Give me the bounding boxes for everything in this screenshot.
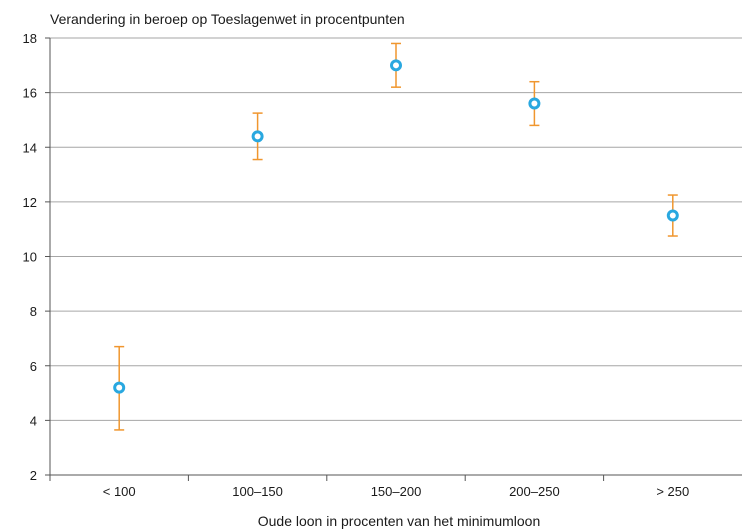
x-tick-label: < 100 (103, 484, 136, 499)
data-point (666, 209, 679, 222)
y-tick-label: 12 (23, 195, 37, 210)
x-tick-label: 100–150 (232, 484, 283, 499)
y-tick-label: 4 (30, 413, 37, 428)
x-tick-label: 200–250 (509, 484, 560, 499)
y-tick-label: 2 (30, 468, 37, 483)
y-tick-label: 14 (23, 140, 37, 155)
data-point (528, 97, 541, 110)
x-tick-label: 150–200 (371, 484, 422, 499)
x-axis-title: Oude loon in procenten van het minimumlo… (258, 513, 541, 529)
y-tick-label: 6 (30, 359, 37, 374)
axes (45, 37, 742, 481)
x-tick-labels: < 100 100–150 150–200 200–250 > 250 (103, 484, 690, 499)
y-axis-title: Verandering in beroep op Toeslagenwet in… (50, 11, 405, 27)
data-point (113, 381, 126, 394)
data-point (390, 59, 402, 72)
data-point (251, 130, 264, 143)
y-tick-label: 18 (23, 31, 37, 46)
y-tick-label: 16 (23, 86, 37, 101)
gridlines (50, 37, 742, 421)
y-tick-label: 10 (23, 250, 37, 265)
x-tick-label: > 250 (656, 484, 689, 499)
y-tick-labels: 2 4 6 8 10 12 14 16 18 (23, 31, 37, 483)
y-tick-label: 8 (30, 304, 37, 319)
data-points (113, 42, 679, 431)
